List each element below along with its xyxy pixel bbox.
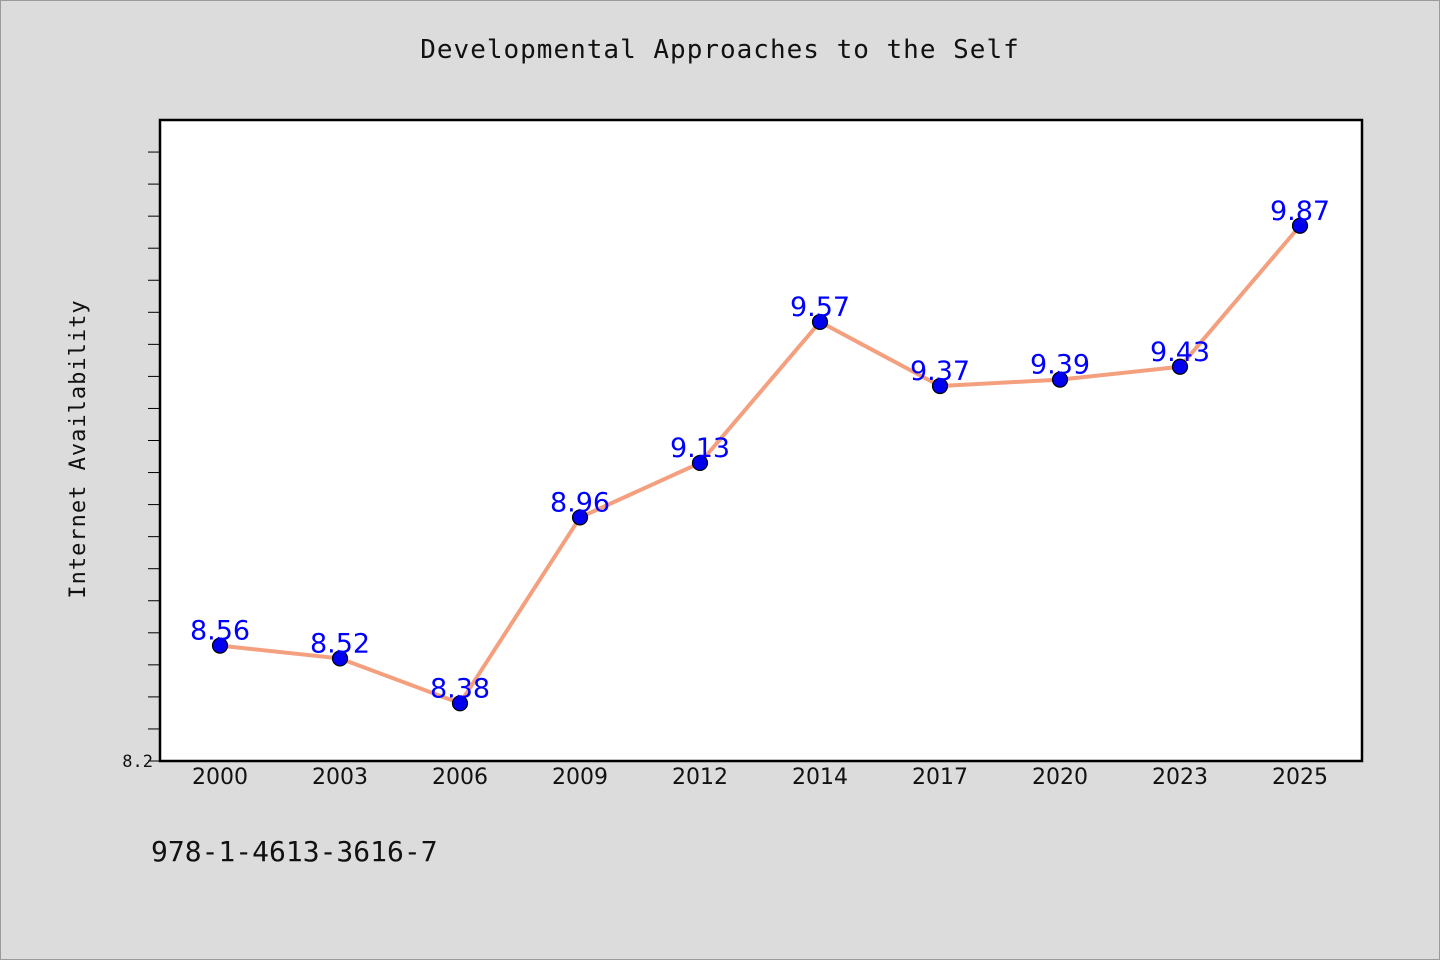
- data-markers: [211, 217, 1309, 712]
- data-point: [931, 377, 949, 395]
- data-point: [1051, 371, 1069, 388]
- plot-area: [158, 118, 1364, 763]
- data-label: 8.52: [310, 628, 370, 659]
- data-point: [571, 509, 589, 526]
- data-point: [331, 650, 349, 667]
- x-tick-label: 2000: [192, 765, 248, 790]
- x-tick-label: 2003: [312, 765, 368, 790]
- x-tick-label: 2009: [552, 765, 608, 790]
- x-tick-label: 2017: [912, 765, 968, 790]
- data-point: [451, 695, 469, 712]
- y-axis-label: Internet Availability: [66, 299, 91, 598]
- data-point: [211, 637, 229, 654]
- isbn-label: 978-1-4613-3616-7: [151, 835, 438, 868]
- x-tick-label: 2014: [792, 765, 848, 790]
- data-label: 8.38: [430, 673, 490, 704]
- x-tick-label: 2023: [1152, 765, 1208, 790]
- x-tick-label: 2020: [1032, 765, 1088, 790]
- data-point: [1171, 358, 1189, 375]
- y-tick-label: 8.2: [122, 752, 153, 772]
- data-label: 9.13: [670, 433, 730, 464]
- data-label: 9.87: [1270, 196, 1330, 227]
- data-point: [1291, 217, 1309, 234]
- data-label: 8.96: [550, 487, 610, 518]
- x-tick-label: 2012: [672, 765, 728, 790]
- data-point: [691, 454, 709, 472]
- series-line: [218, 223, 1302, 706]
- x-tick-label: 2025: [1272, 765, 1328, 790]
- data-label: 9.57: [790, 292, 850, 323]
- chart-title: Developmental Approaches to the Self: [420, 35, 1020, 65]
- data-label: 9.39: [1030, 350, 1090, 381]
- x-tick-label: 2006: [432, 765, 488, 790]
- y-axis-ticks: [148, 151, 159, 762]
- data-label: 9.43: [1150, 337, 1210, 368]
- data-label: 8.56: [190, 616, 250, 647]
- data-point: [811, 313, 829, 331]
- data-label: 9.37: [910, 356, 970, 387]
- data-labels: 8.56 8.52 8.38 8.96 9.13 9.57 9.37 9.39 9.43 9.87: [190, 196, 1330, 705]
- x-axis-ticks: 2000 2003 2006 2009 2012 2014 2017 2020 2023 2025: [192, 765, 1328, 790]
